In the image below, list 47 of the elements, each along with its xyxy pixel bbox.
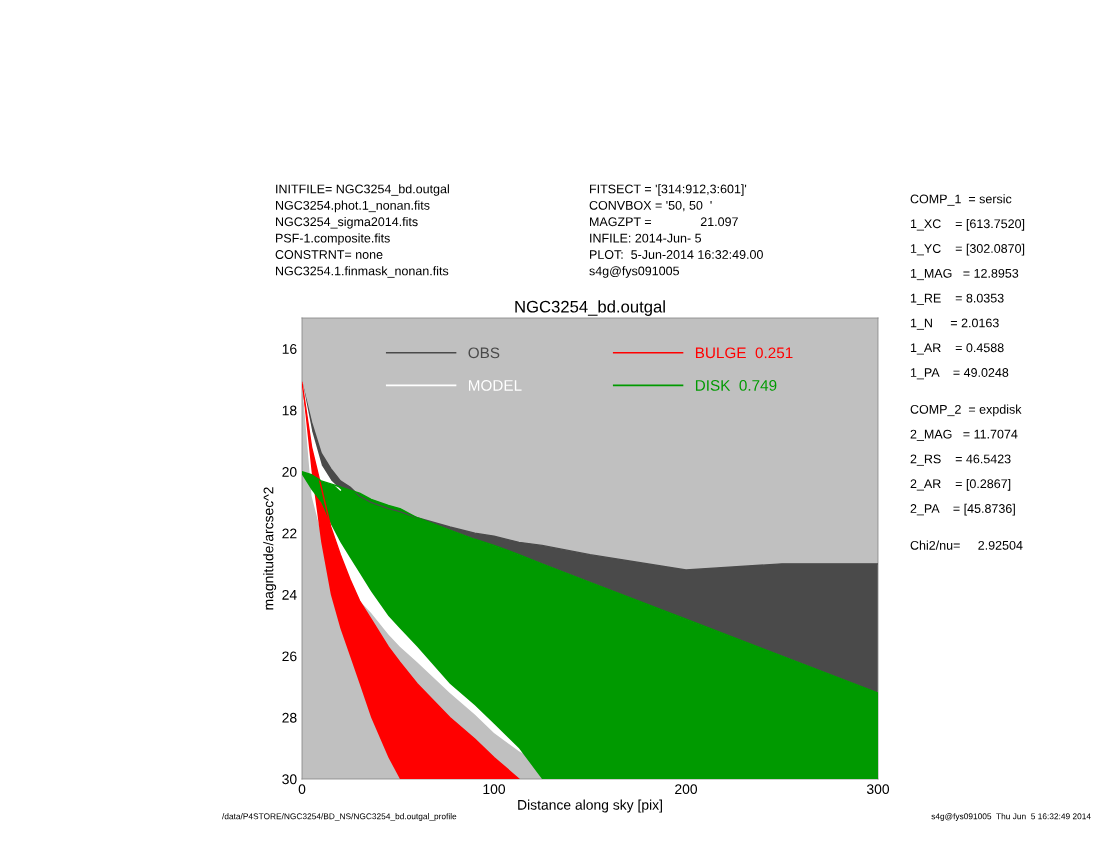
text: 1_YC = [302.0870] [910, 243, 1025, 256]
text: s4g@fys091005 Thu Jun 5 16:32:49 2014 [931, 813, 1091, 821]
text: 1_XC = [613.7520] [910, 218, 1025, 231]
text: NGC3254_sigma2014.fits [276, 216, 418, 229]
legend-label: OBS [468, 347, 500, 359]
legend-label: MODEL [469, 380, 522, 391]
text: PSF-1.composite.fits [276, 233, 390, 246]
text: INFILE: 2014-Jun- 5 [590, 233, 702, 243]
text: NGC3254.phot.1_nonan.fits [276, 200, 430, 213]
text: 2_RS = 46.5423 [910, 454, 1011, 466]
legend-label: DISK 0.749 [695, 380, 777, 391]
text: MAGZPT = 21.097 [590, 217, 738, 227]
text: 2_MAG = 11.7074 [910, 429, 1018, 441]
y-tick-label: 20 [282, 467, 297, 477]
y-tick-label: 18 [282, 405, 297, 416]
text: CONVBOX = '50, 50 ' [589, 200, 712, 212]
legend-label: BULGE 0.251 [695, 347, 793, 359]
text: 2_AR = [0.2867] [910, 478, 1011, 491]
text: 1_N = 2.0163 [910, 318, 999, 330]
y-tick-label: 26 [282, 651, 297, 662]
text: s4g@fys091005 [589, 266, 679, 278]
text: NGC3254.1.finmask_nonan.fits [276, 266, 449, 278]
text: CONSTRNT= none [275, 250, 383, 259]
text: /data/P4STORE/NGC3254/BD_NS/NGC3254_bd.outgal_profile [222, 813, 457, 821]
x-axis-title: Distance along sky [pix] [518, 799, 662, 813]
text: 1_AR = 0.4588 [910, 343, 1004, 355]
y-tick-label: 28 [282, 712, 297, 723]
x-tick-label: 200 [675, 784, 698, 795]
y-tick-label: 24 [282, 589, 297, 600]
text: INITFILE= NGC3254_bd.outgal [276, 184, 449, 196]
text: 2_PA = [45.8736] [910, 503, 1015, 516]
text: COMP_2 = expdisk [910, 404, 1022, 417]
text: 1_PA = 49.0248 [910, 368, 1009, 380]
text: FITSECT = '[314:912,3:601]' [590, 184, 747, 196]
text: PLOT: 5-Jun-2014 16:32:49.00 [590, 250, 763, 259]
chart-title: NGC3254_bd.outgal [515, 300, 665, 316]
y-tick-label: 16 [282, 344, 297, 354]
y-axis-title: magnitude/arcsec^2 [263, 487, 277, 610]
x-tick-label: 300 [866, 784, 890, 795]
y-tick-label: 30 [282, 774, 297, 785]
x-tick-label: 0 [298, 784, 306, 795]
y-tick-label: 22 [282, 528, 297, 539]
text: COMP_1 = sersic [910, 194, 1012, 206]
text: Chi2/nu= 2.92504 [910, 540, 1023, 550]
text: 1_RE = 8.0353 [910, 293, 1004, 305]
x-tick-label: 100 [483, 784, 506, 795]
text: 1_MAG = 12.8953 [910, 268, 1019, 281]
